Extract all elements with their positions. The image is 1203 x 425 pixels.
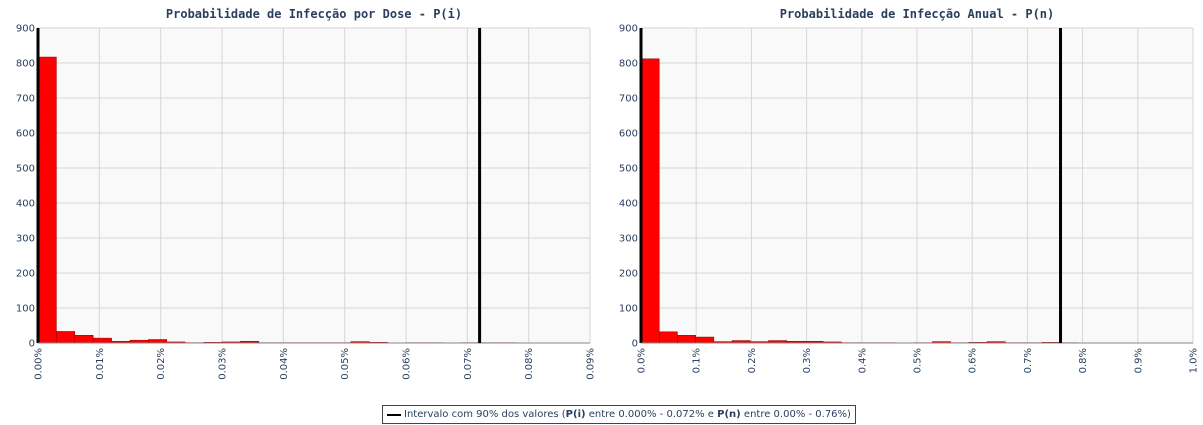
chart-title: Probabilidade de Infecção por Dose - P(i… bbox=[166, 7, 462, 21]
histogram-bar bbox=[74, 335, 94, 344]
y-tick-label: 100 bbox=[16, 304, 35, 315]
x-tick-label: 0.00% bbox=[34, 348, 45, 380]
y-tick-label: 500 bbox=[16, 164, 35, 175]
y-tick-label: 100 bbox=[619, 304, 638, 315]
histogram-bar bbox=[92, 337, 112, 344]
y-tick-label: 700 bbox=[16, 94, 35, 105]
chart-title: Probabilidade de Infecção Anual - P(n) bbox=[780, 7, 1055, 21]
histogram-bar bbox=[640, 58, 660, 344]
legend-text-1: Intervalo com 90% dos valores ( bbox=[404, 409, 566, 420]
histogram-pn: Probabilidade de Infecção Anual - P(n) 0 1… bbox=[619, 7, 1200, 373]
x-tick-label: 0.2% bbox=[747, 348, 758, 373]
plot-area bbox=[38, 28, 590, 343]
x-tick-label: 0.0% bbox=[637, 348, 648, 373]
y-tick-label: 900 bbox=[619, 24, 638, 35]
histogram-bar bbox=[56, 331, 76, 344]
y-tick-label: 600 bbox=[619, 129, 638, 140]
x-tick-label: 0.1% bbox=[692, 348, 703, 373]
x-tick-label: 0.9% bbox=[1133, 348, 1144, 373]
x-tick-label: 0.02% bbox=[156, 348, 167, 380]
histogram-bar bbox=[37, 56, 57, 344]
legend-text-2: entre 0.000% - 0.072% e bbox=[585, 409, 718, 420]
x-tick-label: 0.05% bbox=[340, 348, 351, 380]
y-tick-label: 0 bbox=[29, 339, 35, 350]
y-tick-label: 0 bbox=[632, 339, 638, 350]
x-tick-label: 0.07% bbox=[463, 348, 474, 380]
x-tick-label: 0.04% bbox=[279, 348, 290, 380]
y-tick-label: 700 bbox=[619, 94, 638, 105]
y-tick-label: 500 bbox=[619, 164, 638, 175]
y-tick-label: 200 bbox=[16, 269, 35, 280]
y-tick-label: 800 bbox=[619, 59, 638, 70]
x-tick-label: 0.6% bbox=[968, 348, 979, 373]
y-tick-label: 800 bbox=[16, 59, 35, 70]
x-tick-label: 0.06% bbox=[402, 348, 413, 380]
histogram-bar bbox=[148, 339, 168, 344]
legend-bold-pn: P(n) bbox=[717, 409, 741, 420]
y-tick-label: 200 bbox=[619, 269, 638, 280]
y-tick-label: 300 bbox=[16, 234, 35, 245]
x-tick-label: 0.03% bbox=[218, 348, 229, 380]
x-tick-label: 0.4% bbox=[857, 348, 868, 373]
legend-text-3: entre 0.00% - 0.76%) bbox=[740, 409, 851, 420]
histogram-pi: Probabilidade de Infecção por Dose - P(i… bbox=[16, 7, 597, 380]
histogram-bar bbox=[677, 335, 696, 344]
x-tick-label: 0.3% bbox=[802, 348, 813, 373]
histogram-bar bbox=[658, 331, 678, 344]
x-tick-label: 0.09% bbox=[586, 348, 597, 380]
legend[interactable]: Intervalo com 90% dos valores ( P(i) ent… bbox=[382, 405, 856, 424]
y-tick-label: 400 bbox=[16, 199, 35, 210]
y-tick-label: 400 bbox=[619, 199, 638, 210]
legend-bold-pi: P(i) bbox=[565, 409, 586, 420]
y-tick-label: 300 bbox=[619, 234, 638, 245]
x-tick-label: 1.0% bbox=[1189, 348, 1200, 373]
y-tick-label: 600 bbox=[16, 129, 35, 140]
x-tick-label: 0.08% bbox=[524, 348, 535, 380]
legend-line-swatch bbox=[387, 413, 401, 416]
chart-dose-probability: Probabilidade de Infecção por Dose - P(i… bbox=[0, 0, 600, 400]
x-tick-label: 0.5% bbox=[913, 348, 924, 373]
y-tick-label: 900 bbox=[16, 24, 35, 35]
x-tick-label: 0.7% bbox=[1023, 348, 1034, 373]
histogram-bar bbox=[695, 336, 715, 344]
x-tick-label: 0.8% bbox=[1078, 348, 1089, 373]
chart-annual-probability: Probabilidade de Infecção Anual - P(n) 0 1… bbox=[603, 0, 1203, 400]
x-tick-label: 0.01% bbox=[95, 348, 106, 380]
